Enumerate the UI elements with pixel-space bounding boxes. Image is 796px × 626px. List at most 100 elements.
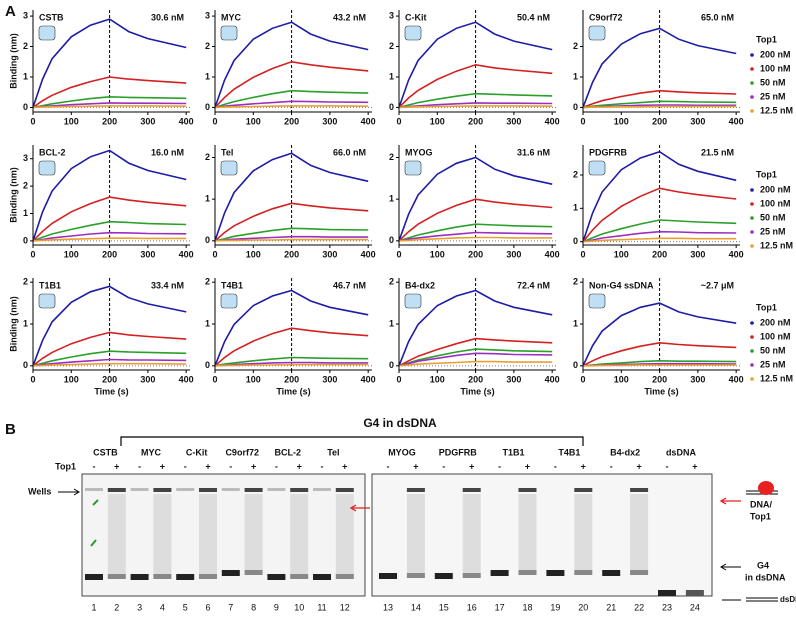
legend-swatch: [750, 53, 754, 57]
x-tick-label: 200: [652, 249, 667, 259]
y-tick-label: 0: [205, 235, 210, 245]
y-tick-label: 0: [573, 236, 578, 246]
x-tick-label: 300: [140, 116, 155, 126]
y-tick-label: 0: [389, 102, 394, 112]
g4-icon: [588, 293, 606, 309]
x-tick-label: 100: [246, 249, 261, 259]
x-tick-label: 400: [179, 249, 194, 259]
lane-number: 11: [317, 602, 326, 612]
lane-number: 10: [294, 602, 304, 612]
series-line: [398, 92, 553, 109]
chart-title: PDGFRB: [589, 147, 628, 157]
x-tick-label: 100: [614, 116, 629, 126]
legend-swatch: [750, 67, 754, 71]
smear: [462, 494, 481, 573]
y-tick-label: 0: [389, 235, 394, 245]
arrow: [719, 497, 741, 505]
legend-swatch: [750, 244, 754, 248]
lane-number: 20: [578, 602, 588, 612]
chart-title: T1B1: [39, 280, 61, 290]
g4-icon: [220, 160, 238, 176]
x-tick-label: 300: [690, 249, 705, 259]
top1-sign: +: [525, 461, 530, 471]
y-tick-label: 0: [205, 360, 210, 370]
legend-swatch: [750, 81, 754, 85]
x-tick-label: 200: [468, 249, 483, 259]
g4-icon: [404, 293, 422, 309]
gel-right: [371, 473, 713, 597]
series-line: [398, 348, 553, 367]
legend-label: 100 nM: [760, 198, 791, 208]
series-line: [32, 237, 187, 242]
lane-number: 3: [137, 602, 142, 612]
band: [630, 488, 649, 492]
series-line: [582, 150, 737, 242]
wells-label: Wells: [28, 486, 51, 496]
series-line: [214, 238, 369, 242]
lane-group-label: B4-dx2: [610, 447, 640, 457]
lane-number: 15: [439, 602, 449, 612]
x-tick-label: 300: [506, 116, 521, 126]
top1-sign: -: [554, 461, 557, 471]
legend-swatch: [750, 335, 754, 339]
top1-sign: +: [297, 461, 302, 471]
top1-label: Top1: [55, 461, 76, 471]
series-line: [582, 237, 737, 243]
top1-sign: +: [251, 461, 256, 471]
legend-swatch: [750, 188, 754, 192]
annotation: 31.6 nM: [517, 147, 550, 157]
x-tick-label: 300: [506, 374, 521, 384]
g4-label: in dsDNA: [745, 572, 786, 582]
legend-swatch: [750, 321, 754, 325]
lane-group-label: BCL-2: [275, 447, 302, 457]
x-tick-label: 0: [212, 116, 217, 126]
series-line: [582, 341, 737, 367]
annotation: 30.6 nM: [151, 12, 184, 22]
series-line: [32, 220, 187, 242]
x-tick-label: 400: [729, 116, 744, 126]
axes: [214, 10, 372, 113]
x-tick-label: 100: [430, 249, 445, 259]
band: [107, 574, 126, 579]
band: [176, 574, 195, 580]
band: [244, 570, 263, 575]
legend-label: 25 nM: [760, 226, 786, 236]
lane-number: 22: [634, 602, 644, 612]
top1-sign: +: [413, 461, 418, 471]
series-line: [32, 285, 187, 367]
lane-number: 18: [522, 602, 532, 612]
complex-label: DNA/: [750, 499, 772, 509]
g4-icon: [38, 293, 56, 309]
band: [658, 590, 676, 596]
series-line: [214, 60, 369, 108]
lane-number: 23: [662, 602, 672, 612]
g4-label: G4: [757, 560, 769, 570]
series-line: [398, 198, 553, 242]
gel-title: G4 in dsDNA: [363, 416, 437, 430]
series-line: [214, 289, 369, 367]
band: [130, 488, 149, 491]
axes: [582, 145, 740, 246]
chart-title: B4-dx2: [405, 280, 435, 290]
axes: [582, 10, 740, 113]
series-line: [214, 105, 369, 109]
band: [244, 488, 263, 492]
axes: [582, 278, 740, 371]
y-tick-label: 0: [389, 360, 394, 370]
top1-sign: -: [610, 461, 613, 471]
axes: [32, 145, 190, 246]
top1-sign: +: [692, 461, 697, 471]
smear: [574, 494, 593, 570]
series-line: [214, 227, 369, 242]
series-line: [398, 223, 553, 242]
x-tick-label: 400: [729, 249, 744, 259]
top1-sign: +: [636, 461, 641, 471]
series-line: [582, 89, 737, 109]
series-line: [398, 156, 553, 242]
x-tick-label: 200: [284, 116, 299, 126]
series-line: [214, 327, 369, 367]
y-tick-label: 0: [23, 360, 28, 370]
annotation: 65.0 nM: [701, 12, 734, 22]
annotation: ~2.7 μM: [701, 280, 734, 290]
panel-label: B: [5, 421, 16, 438]
